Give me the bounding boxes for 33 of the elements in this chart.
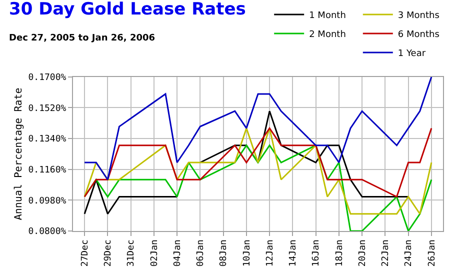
line-series xyxy=(84,76,432,180)
x-tick-label: 20Jan xyxy=(358,240,368,267)
x-tick-label: 18Jan xyxy=(334,240,345,267)
legend-label: 3 Months xyxy=(398,11,440,22)
y-axis-title: Annual Percentage Rate xyxy=(13,88,24,220)
x-tick-label: 27Dec xyxy=(80,240,90,267)
legend-label: 1 Month xyxy=(309,11,346,22)
y-tick-label: 0.1160% xyxy=(28,165,67,176)
legend-label: 2 Month xyxy=(309,30,346,40)
x-tick-label: 12Jan xyxy=(265,240,276,267)
x-tick-label: 31Dec xyxy=(126,240,137,267)
x-tick-label: 04Jan xyxy=(172,240,183,267)
y-tick-label: 0.1700% xyxy=(28,73,67,83)
line-series xyxy=(84,127,432,198)
x-tick-label: 16Jan xyxy=(312,240,322,267)
chart-subtitle: Dec 27, 2005 to Jan 26, 2006 xyxy=(9,33,156,44)
y-tick-label: 0.0800% xyxy=(28,227,67,238)
x-tick-label: 26Jan xyxy=(427,240,438,267)
line-series xyxy=(84,127,432,215)
x-tick-label: 02Jan xyxy=(150,240,160,267)
x-tick-label: 24Jan xyxy=(404,240,414,267)
legend-label: 1 Year xyxy=(398,49,426,60)
y-tick-label: 0.1340% xyxy=(28,134,67,145)
y-tick-label: 0.1520% xyxy=(28,104,67,114)
x-tick-label: 22Jan xyxy=(381,240,392,267)
x-tick-label: 14Jan xyxy=(288,240,299,267)
legend-label: 6 Months xyxy=(398,30,440,40)
x-tick-label: 06Jan xyxy=(196,240,206,267)
x-tick-label: 08Jan xyxy=(219,240,230,267)
y-tick-label: 0.0980% xyxy=(28,196,67,206)
chart-title: 30 Day Gold Lease Rates xyxy=(9,0,246,20)
x-tick-label: 10Jan xyxy=(242,240,252,267)
x-tick-label: 29Dec xyxy=(104,240,114,267)
